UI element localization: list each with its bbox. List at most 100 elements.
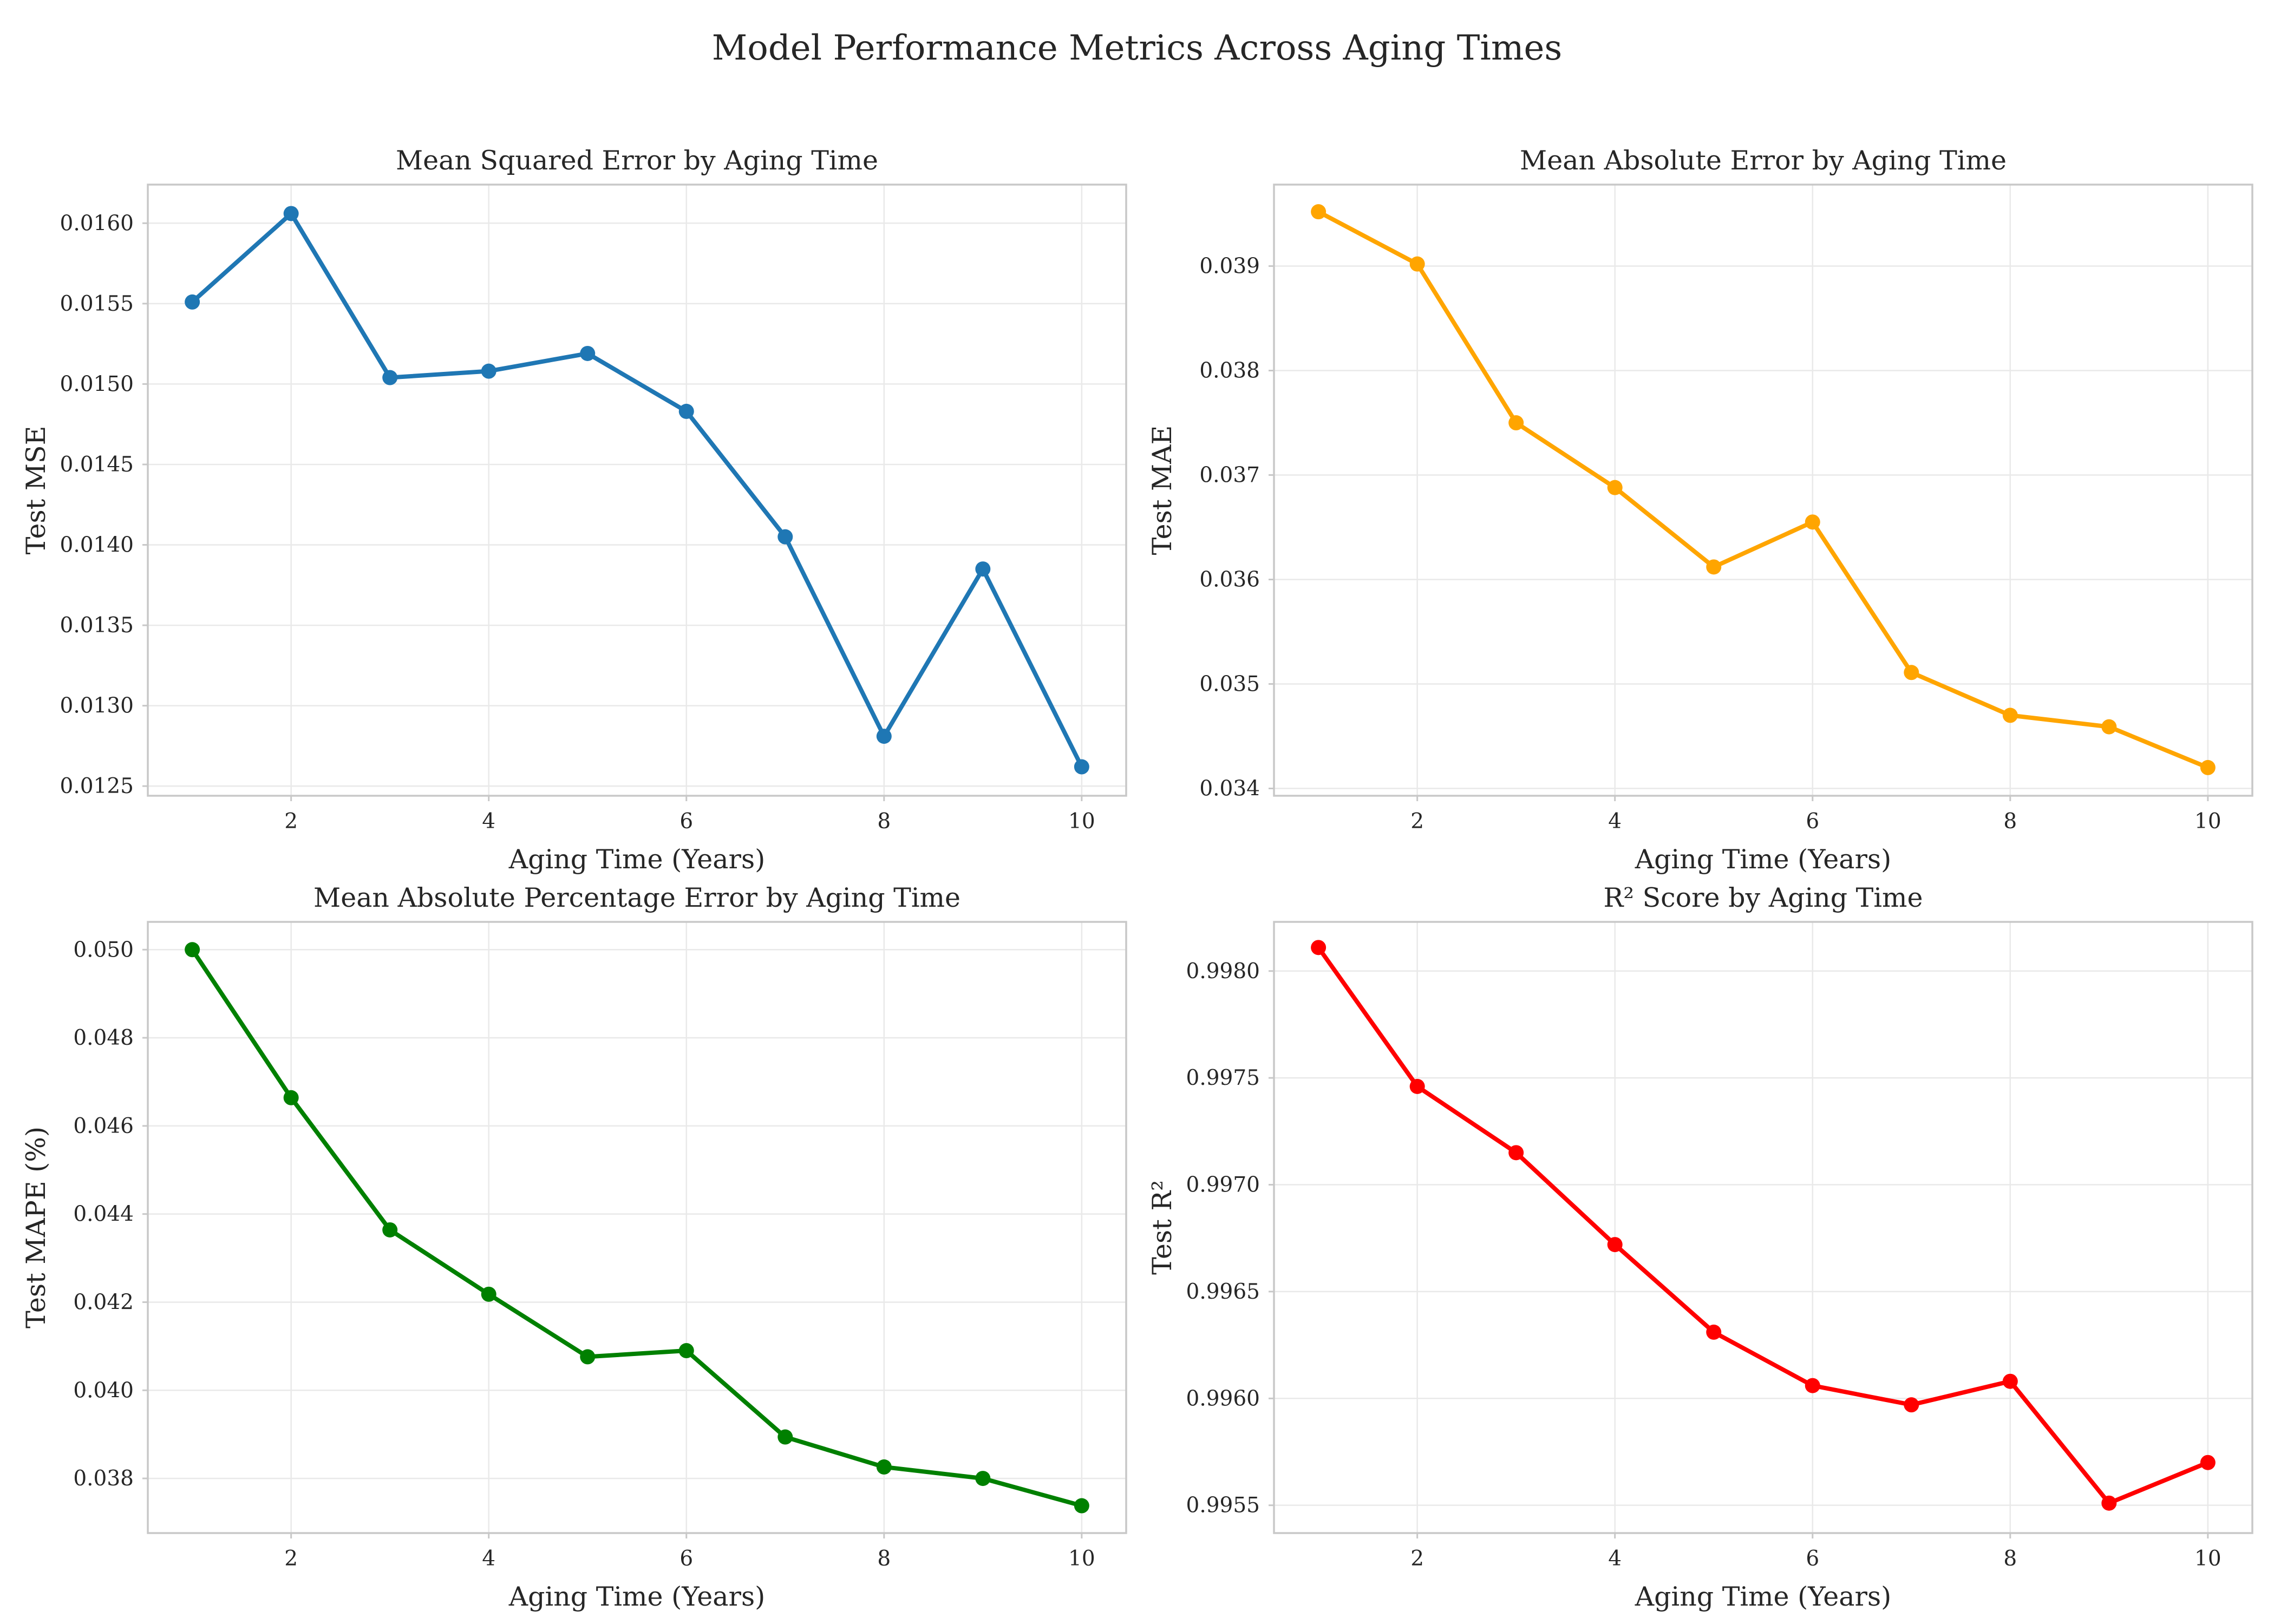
mape-data-point [481,1286,496,1302]
mape-data-point [678,1343,694,1359]
mape-y-tick-label: 0.042 [73,1290,134,1314]
mape-x-tick-label: 4 [482,1547,495,1571]
mae-x-tick-label: 6 [1806,809,1819,834]
mse-axes-frame [147,184,1127,797]
mse-data-point [283,206,299,221]
mae-y-tick-label: 0.036 [1199,568,1260,592]
mae-subplot-title: Mean Absolute Error by Aging Time [1520,145,2007,176]
r2-x-tick-label: 2 [1410,1547,1424,1571]
mae-x-axis-label: Aging Time (Years) [1635,844,1891,875]
r2-y-tick-label: 0.9970 [1186,1173,1260,1197]
mape-x-tick-label: 2 [284,1547,298,1571]
mse-x-tick-label: 8 [877,809,891,834]
mae-data-point [1409,256,1425,272]
mape-y-tick-label: 0.044 [73,1202,134,1227]
mae-y-tick-label: 0.037 [1199,463,1260,488]
mse-data-point [876,729,892,744]
mse-y-tick-label: 0.0135 [60,613,134,638]
r2-y-axis-label: Test R² [1147,1180,1178,1275]
r2-x-tick-label: 10 [2194,1547,2221,1571]
mse-subplot-title: Mean Squared Error by Aging Time [396,145,878,176]
r2-y-tick-label: 0.9975 [1186,1066,1260,1090]
mae-x-tick-label: 4 [1608,809,1622,834]
mape-data-point [975,1471,991,1487]
mae-data-point [2101,719,2117,735]
mape-y-tick-label: 0.046 [73,1114,134,1138]
r2-series-line [1316,945,2210,1505]
mape-data-point [1074,1498,1089,1514]
r2-data-point [2200,1455,2216,1470]
mape-x-axis-label: Aging Time (Years) [508,1581,765,1612]
r2-y-tick-label: 0.9980 [1186,959,1260,984]
mae-y-tick-label: 0.038 [1199,359,1260,383]
mae-data-point [2200,759,2216,775]
mae-series-line [1316,209,2210,770]
mae-plot-area [1274,185,2252,796]
mse-data-point [678,403,694,419]
mae-subplot: 2 4 6 8 10 0.034 0.035 0.036 0.037 0.038 0.039 Mean… [1147,145,2253,875]
r2-data-point [1805,1378,1820,1393]
mape-data-point [382,1222,398,1237]
mape-data-point [283,1090,299,1105]
mape-series-line [190,947,1084,1508]
mse-x-tick-label: 4 [482,809,495,834]
mape-data-point [580,1349,596,1365]
r2-data-point [1706,1324,1722,1340]
mse-x-tick-label: 6 [679,809,693,834]
r2-plot-area [1274,922,2252,1533]
mae-data-point [2002,708,2018,723]
mse-data-point [185,294,200,310]
mse-data-point [382,370,398,385]
mape-y-tick-label: 0.038 [73,1466,134,1491]
r2-y-tick-label: 0.9955 [1186,1494,1260,1518]
r2-x-tick-label: 6 [1806,1547,1819,1571]
mse-data-point [975,561,991,577]
r2-axes-frame [1273,921,2253,1534]
mape-axes-frame [147,921,1127,1534]
mse-data-point [580,345,596,361]
r2-data-point [2002,1373,2018,1389]
mape-data-point [185,942,200,958]
mape-y-tick-label: 0.040 [73,1378,134,1403]
r2-subplot-title: R² Score by Aging Time [1604,882,1923,913]
mae-data-point [1508,415,1524,431]
mape-subplot: 2 4 6 8 10 0.038 0.040 0.042 0.044 0.046 0.048 0.05… [21,882,1127,1612]
mse-series-line [190,211,1084,769]
mape-data-point [777,1429,793,1445]
mape-plot-area [148,922,1126,1533]
r2-data-point [1311,940,1327,955]
mape-subplot-title: Mean Absolute Percentage Error by Aging … [313,882,960,913]
mse-x-tick-label: 2 [284,809,298,834]
mse-y-tick-label: 0.0145 [60,453,134,477]
mse-y-tick-label: 0.0155 [60,292,134,316]
r2-y-tick-label: 0.9965 [1186,1280,1260,1304]
r2-data-point [1409,1078,1425,1094]
mae-data-point [1311,204,1327,220]
mae-data-point [1805,514,1820,530]
r2-x-tick-label: 4 [1608,1547,1622,1571]
r2-y-tick-label: 0.9960 [1186,1386,1260,1411]
mape-y-tick-label: 0.048 [73,1026,134,1050]
mae-y-tick-label: 0.039 [1199,254,1260,279]
mape-y-tick-label: 0.050 [73,938,134,962]
mae-axes-frame [1273,184,2253,797]
r2-data-point [1904,1397,1919,1413]
r2-data-point [1508,1145,1524,1161]
mape-data-point [876,1459,892,1475]
r2-x-tick-label: 8 [2003,1547,2017,1571]
r2-data-point [2101,1495,2117,1511]
mae-y-axis-label: Test MAE [1147,425,1178,555]
mse-y-tick-label: 0.0160 [60,211,134,235]
mape-x-tick-label: 8 [877,1547,891,1571]
mse-data-point [1074,759,1089,775]
mae-data-point [1706,559,1722,575]
mae-y-tick-label: 0.035 [1199,672,1260,696]
mape-y-axis-label: Test MAPE (%) [21,1127,51,1328]
mse-y-tick-label: 0.0140 [60,533,134,558]
mse-y-tick-label: 0.0150 [60,372,134,396]
mse-subplot: 2 4 6 8 10 0.0125 0.0130 0.0135 0.0140 0.0145 0.01… [21,145,1127,875]
mape-x-tick-label: 10 [1068,1547,1095,1571]
mse-y-tick-label: 0.0130 [60,694,134,718]
mae-x-tick-label: 10 [2194,809,2221,834]
